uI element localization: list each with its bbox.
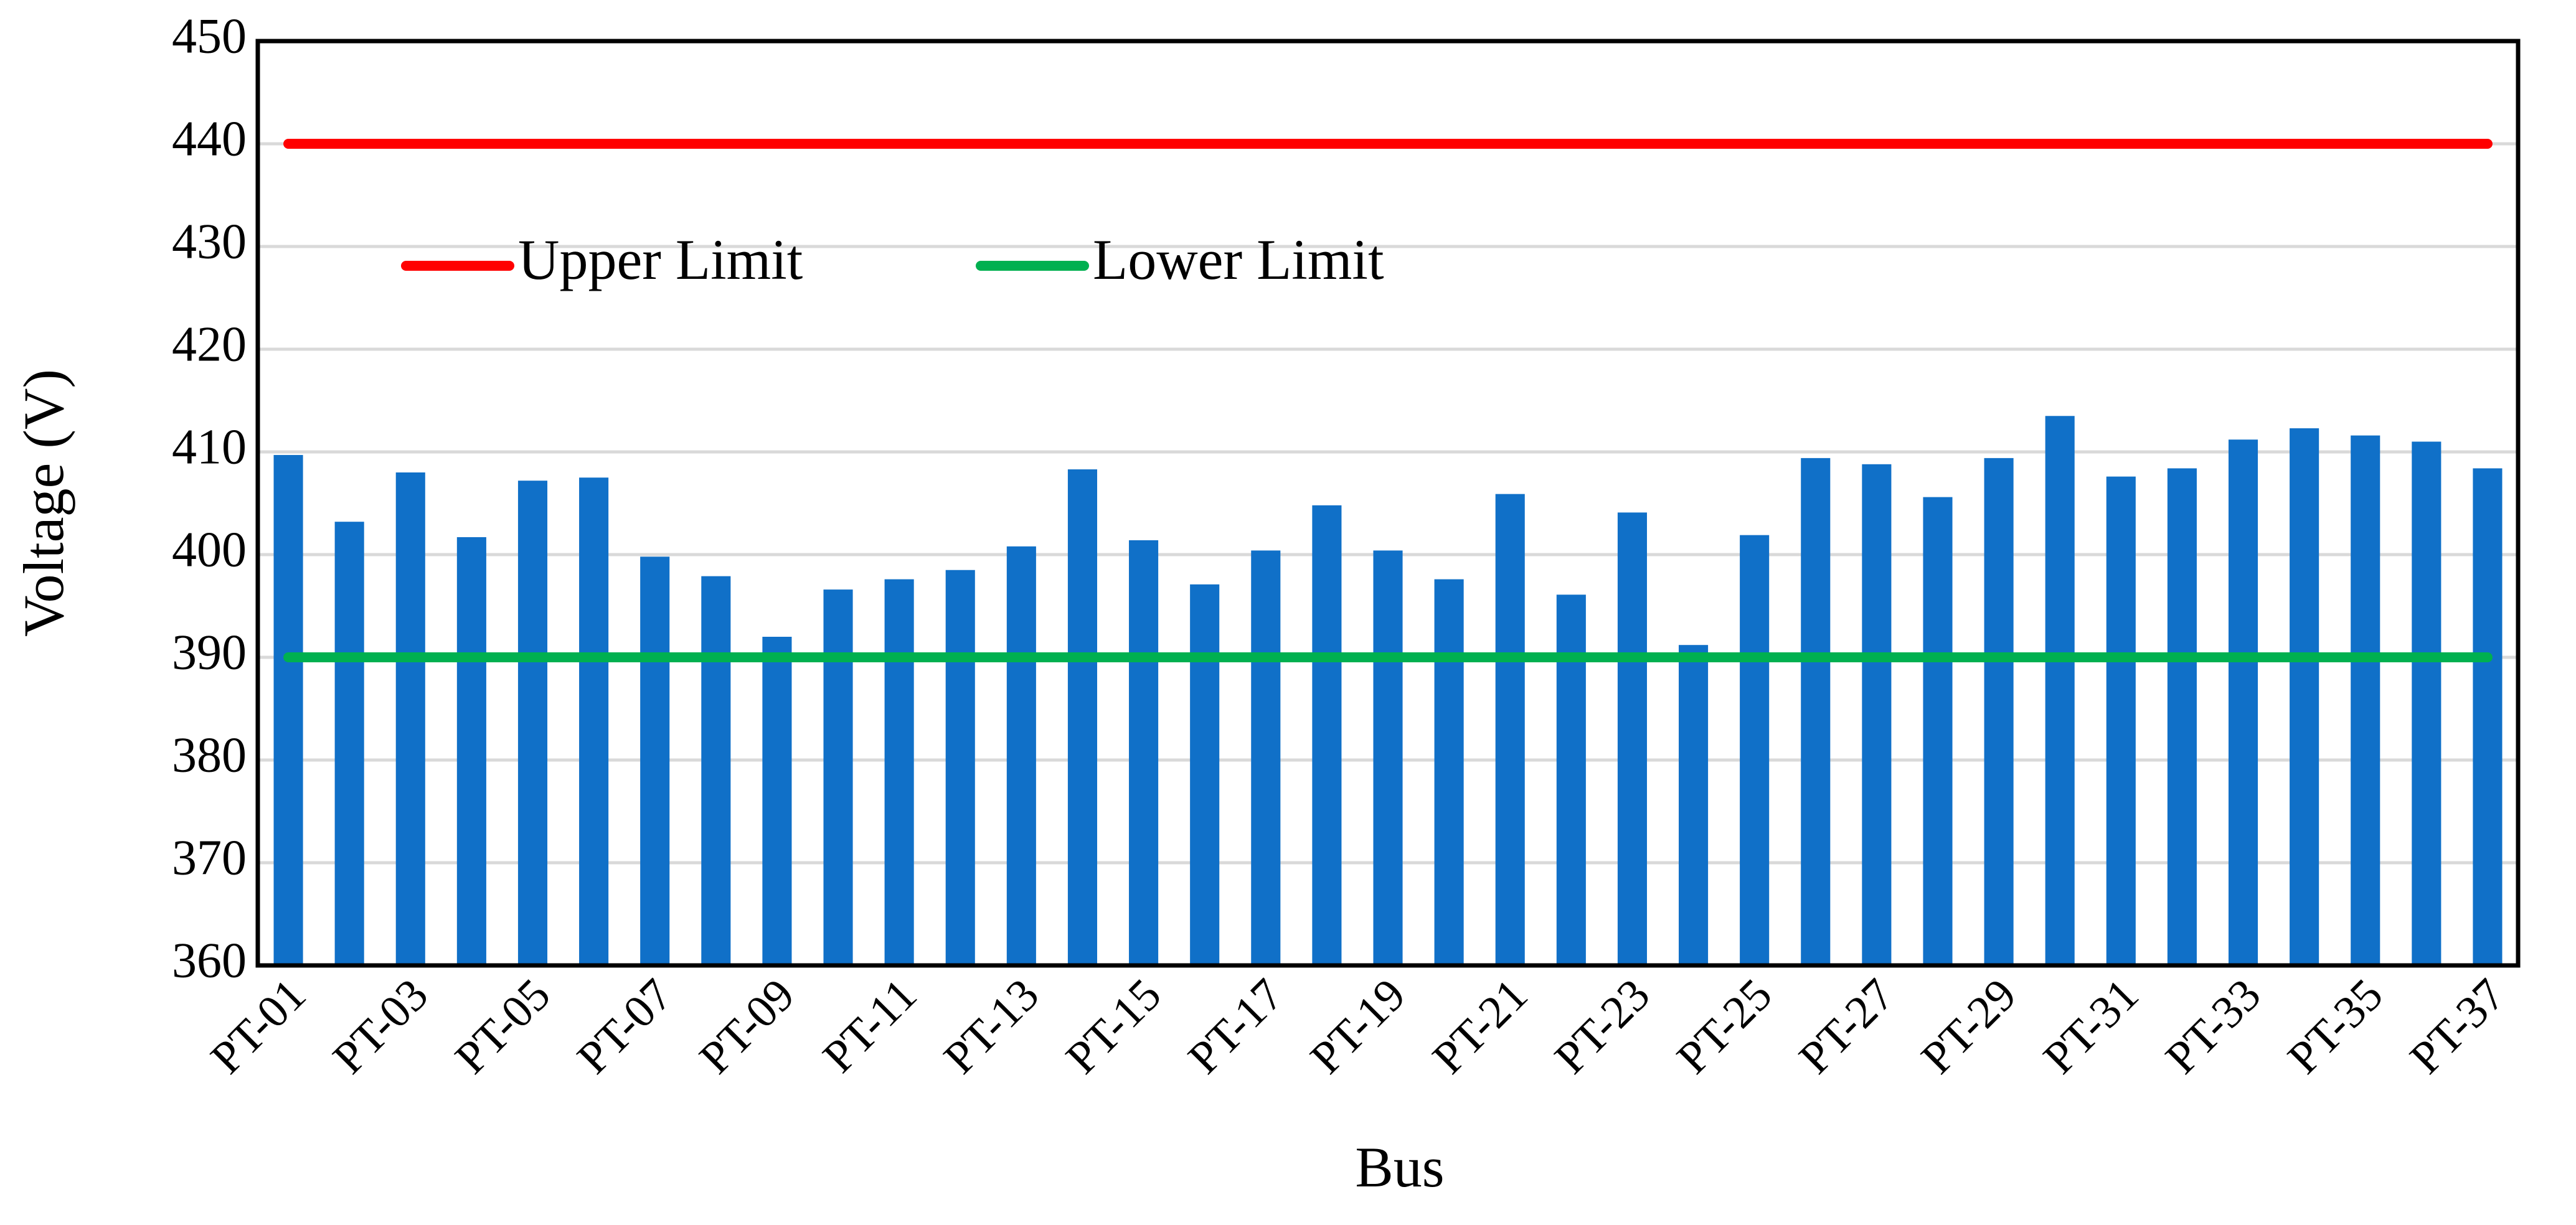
x-tick-label: PT-31 — [2034, 969, 2148, 1084]
x-tick-label: PT-37 — [2400, 969, 2515, 1084]
x-tick-label: PT-07 — [568, 969, 682, 1084]
bar — [762, 637, 792, 965]
bar — [273, 454, 303, 965]
bar — [395, 472, 425, 965]
bar — [884, 579, 914, 965]
legend-label: Upper Limit — [518, 228, 803, 291]
x-tick-label: PT-25 — [1668, 969, 1782, 1084]
bar — [2228, 439, 2258, 965]
bar — [1129, 540, 1159, 965]
x-tick-label: PT-21 — [1423, 969, 1537, 1084]
bar — [1251, 550, 1281, 965]
x-tick-label: PT-13 — [934, 969, 1049, 1084]
legend-label: Lower Limit — [1093, 228, 1384, 291]
bar — [2473, 468, 2503, 965]
x-axis-label: Bus — [1355, 1135, 1444, 1199]
bar — [1923, 497, 1953, 965]
y-tick-label: 420 — [172, 317, 247, 372]
bar — [2106, 476, 2136, 965]
x-tick-label: PT-29 — [1912, 969, 2026, 1084]
bar — [1862, 464, 1892, 965]
y-tick-label: 370 — [172, 830, 247, 885]
bar — [945, 570, 975, 965]
y-tick-label: 390 — [172, 625, 247, 680]
bar — [1312, 505, 1342, 965]
bar — [1984, 458, 2014, 965]
y-tick-label: 430 — [172, 214, 247, 269]
y-tick-label: 450 — [172, 9, 247, 63]
y-tick-label: 380 — [172, 728, 247, 782]
y-tick-label: 360 — [172, 933, 247, 988]
bar — [701, 576, 731, 965]
y-axis-label: Voltage (V) — [12, 369, 75, 637]
bar — [1556, 594, 1586, 965]
x-tick-label: PT-33 — [2156, 969, 2271, 1084]
bar — [2167, 468, 2197, 965]
x-tick-label: PT-09 — [690, 969, 804, 1084]
x-tick-label: PT-17 — [1179, 969, 1293, 1084]
x-tick-label: PT-19 — [1301, 969, 1415, 1084]
plot-frame — [255, 39, 2521, 968]
bar — [1495, 494, 1525, 965]
bar — [1434, 579, 1464, 965]
bar — [2412, 441, 2442, 965]
bar — [2351, 435, 2380, 965]
bar — [823, 589, 853, 965]
bar — [2290, 428, 2319, 965]
y-tick-label: 440 — [172, 111, 247, 166]
x-tick-label: PT-15 — [1057, 969, 1171, 1084]
x-tick-label: PT-35 — [2278, 969, 2393, 1084]
bar — [640, 556, 670, 965]
bar — [1617, 512, 1647, 965]
x-tick-label: PT-05 — [446, 969, 560, 1084]
bar — [456, 537, 486, 965]
bar — [1740, 535, 1770, 965]
bar — [1801, 458, 1831, 965]
bar — [1067, 469, 1098, 965]
bar — [579, 477, 609, 965]
bar — [334, 522, 364, 965]
bar — [1678, 645, 1709, 965]
bar — [1006, 546, 1036, 965]
x-tick-label: PT-11 — [813, 969, 927, 1082]
bar — [517, 481, 548, 965]
bar — [2045, 416, 2075, 965]
y-tick-label: 410 — [172, 420, 247, 474]
bar — [1190, 584, 1220, 965]
x-tick-label: PT-03 — [323, 969, 438, 1084]
y-tick-label: 400 — [172, 522, 247, 577]
x-tick-label: PT-23 — [1545, 969, 1659, 1084]
x-tick-label: PT-27 — [1790, 969, 1904, 1084]
bar — [1373, 550, 1403, 965]
